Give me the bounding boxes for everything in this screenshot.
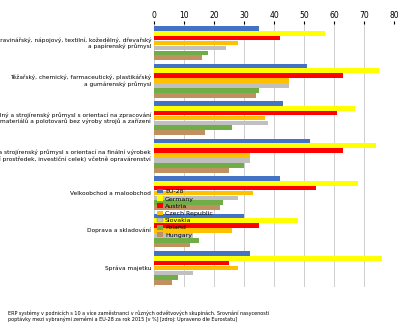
Bar [154,223,259,228]
Bar [154,163,244,168]
Bar [154,121,268,125]
Bar [154,68,379,73]
Bar [154,78,289,83]
Bar [154,125,232,130]
Bar [154,64,307,68]
Bar [154,201,223,205]
Bar [154,181,358,186]
Bar [154,256,382,260]
Bar [154,83,289,88]
Bar [154,214,244,218]
Bar [154,106,355,110]
Bar [154,205,220,210]
Bar [154,176,280,181]
Bar [154,101,283,106]
Bar [154,218,298,223]
Bar [154,251,250,256]
Bar [154,46,226,50]
Bar [154,51,208,55]
Bar [154,238,199,243]
Bar [154,73,343,78]
Text: ERP systémy v podnicích s 10 a více zaměstnanci v různých odvětvových skupinách.: ERP systémy v podnicích s 10 a více zamě… [8,310,269,322]
Bar [154,280,172,285]
Bar [154,261,229,265]
Legend: EU-28, Germany, Austria, Czech Republic, Slovakia, Poland, Hungary: EU-28, Germany, Austria, Czech Republic,… [157,189,213,237]
Bar [154,275,178,280]
Bar [154,148,343,153]
Bar [154,31,325,36]
Bar [154,88,259,93]
Bar [154,168,229,172]
Bar [154,144,376,148]
Bar [154,228,232,233]
Bar [154,36,280,40]
Bar [154,243,190,248]
Bar [154,93,256,98]
Bar [154,158,250,163]
Bar [154,111,337,115]
Bar [154,41,238,45]
Bar [154,130,205,135]
Bar [154,191,253,195]
Bar [154,266,238,270]
Bar [154,233,193,238]
Bar [154,26,259,31]
Bar [154,55,202,60]
Bar [154,139,310,143]
Bar [154,153,250,158]
Bar [154,271,193,275]
Bar [154,116,265,120]
Bar [154,196,238,200]
Bar [154,186,316,191]
